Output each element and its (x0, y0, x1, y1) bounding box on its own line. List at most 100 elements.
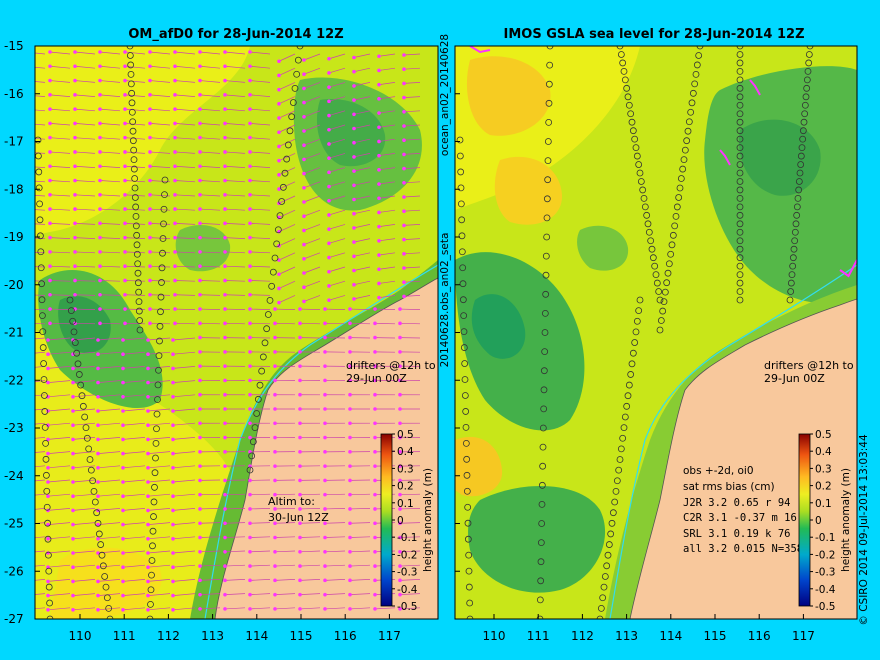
velocity-arrow-head (148, 150, 152, 154)
altimeter-obs (736, 144, 744, 152)
velocity-arrow-head (298, 435, 302, 440)
velocity-arrow (224, 294, 246, 296)
velocity-arrow (172, 422, 196, 426)
velocity-arrow (47, 550, 71, 554)
velocity-arrow-head (273, 407, 277, 411)
altimeter-obs (659, 307, 667, 315)
velocity-arrow (122, 465, 146, 469)
velocity-arrow-head (248, 250, 252, 254)
velocity-arrow (149, 51, 171, 55)
velocity-arrow-head (377, 68, 381, 73)
velocity-arrow (49, 251, 71, 254)
velocity-arrow (124, 294, 146, 296)
velocity-arrow (199, 108, 221, 112)
altimeter-obs (795, 186, 803, 194)
altimeter-obs (612, 487, 620, 495)
velocity-arrow (199, 51, 221, 55)
velocity-arrow (147, 465, 171, 469)
altimeter-obs (736, 220, 744, 228)
colorbar-tick-label: -0.5 (815, 601, 836, 613)
velocity-arrow-head (223, 507, 227, 511)
velocity-arrow (35, 351, 46, 354)
velocity-arrow (35, 66, 46, 69)
velocity-arrow-head (348, 607, 352, 611)
altimeter-obs (66, 296, 74, 304)
altimeter-obs (461, 376, 469, 383)
velocity-arrow-head (23, 164, 27, 168)
drifter-trace (839, 259, 857, 278)
velocity-arrow-head (121, 466, 125, 470)
altimeter-obs (159, 235, 167, 242)
velocity-arrow (149, 294, 171, 296)
colorbar-tick-label: -0.2 (397, 549, 418, 561)
velocity-arrow (378, 209, 396, 213)
velocity-arrow-head (146, 366, 150, 371)
altimeter-obs (799, 135, 807, 143)
velocity-arrow-head (402, 81, 406, 86)
velocity-arrow (47, 522, 71, 525)
velocity-arrow (199, 280, 221, 282)
velocity-arrow (328, 195, 346, 202)
velocity-arrow-head (323, 550, 327, 554)
velocity-arrow (97, 522, 121, 525)
left-current-line (204, 264, 438, 619)
velocity-arrow (249, 280, 271, 282)
velocity-arrow-head (23, 93, 27, 97)
velocity-arrow (147, 351, 171, 355)
altimeter-obs (789, 254, 797, 262)
altimeter-obs (806, 46, 814, 50)
velocity-arrow-head (223, 64, 227, 69)
velocity-arrow (147, 607, 171, 611)
velocity-arrow (303, 153, 321, 160)
altimeter-obs (537, 558, 545, 566)
velocity-arrow-head (373, 307, 377, 311)
velocity-arrow-head (398, 364, 402, 368)
velocity-arrow (349, 536, 371, 538)
velocity-arrow-head (323, 478, 327, 483)
velocity-arrow-head (273, 535, 277, 540)
altimeter-obs (462, 408, 470, 415)
altimeter-obs (635, 161, 643, 168)
velocity-arrow (149, 80, 171, 83)
altimeter-obs (46, 615, 54, 619)
velocity-arrow (303, 181, 321, 189)
altimeter-obs (801, 110, 809, 118)
velocity-arrow-head (48, 64, 52, 69)
velocity-arrow (97, 337, 121, 341)
velocity-arrow (35, 437, 46, 439)
velocity-arrow-head (98, 50, 102, 54)
velocity-arrow-head (198, 492, 202, 497)
velocity-arrow-head (377, 97, 381, 101)
altimeter-obs (457, 168, 465, 176)
velocity-arrow-head (96, 480, 100, 484)
lon-tick-label: 110 (69, 629, 92, 643)
velocity-arrow-head (373, 335, 377, 340)
altimeter-obs (460, 344, 468, 351)
velocity-arrow-head (323, 564, 327, 568)
velocity-arrow (99, 194, 121, 197)
altimeter-obs (736, 101, 744, 109)
velocity-arrow-head (71, 537, 75, 541)
velocity-arrow-head (327, 127, 331, 132)
right-drifter-tracks (469, 46, 857, 278)
velocity-arrow (149, 108, 171, 112)
velocity-arrow (224, 108, 246, 112)
altimeter-obs (44, 535, 52, 543)
altimeter-obs (736, 46, 744, 50)
velocity-arrow (124, 265, 146, 268)
velocity-arrow-head (223, 178, 227, 183)
velocity-arrow-head (402, 53, 406, 57)
velocity-arrow-head (146, 608, 150, 612)
velocity-arrow-head (146, 579, 150, 584)
velocity-arrow-head (173, 264, 177, 269)
velocity-arrow-head (148, 235, 152, 240)
velocity-arrow-head (302, 100, 306, 105)
velocity-arrow-head (71, 395, 75, 399)
velocity-arrow-head (402, 166, 406, 171)
altimeter-obs (43, 503, 51, 511)
altimeter-obs (95, 530, 103, 538)
velocity-arrow-head (348, 378, 352, 383)
velocity-arrow (199, 536, 221, 538)
velocity-arrow-head (223, 335, 227, 340)
velocity-arrow (49, 94, 71, 97)
